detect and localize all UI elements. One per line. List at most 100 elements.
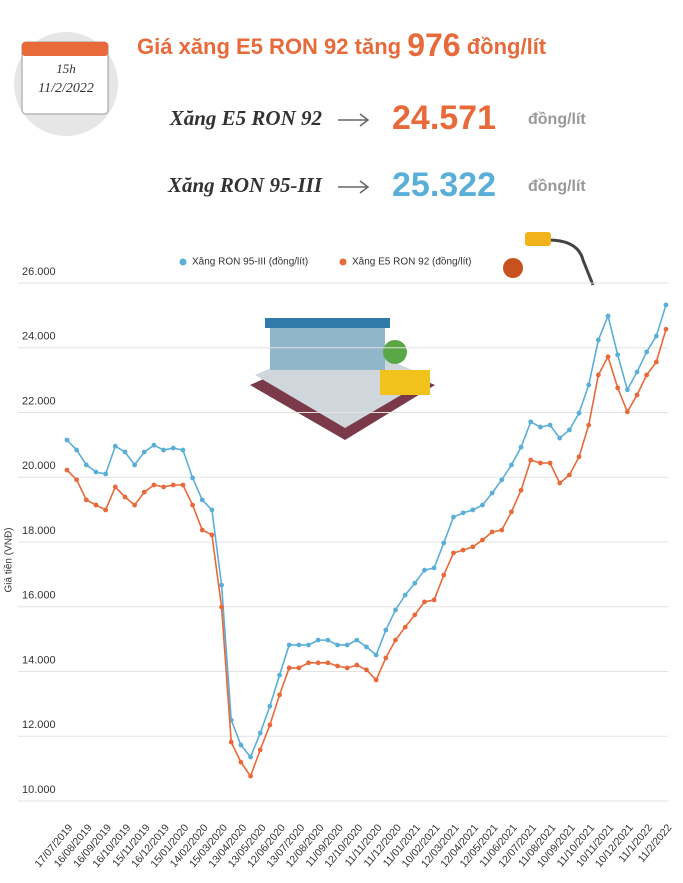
fuel-label: Xăng RON 95-III — [167, 173, 323, 197]
y-tick-label: 14.000 — [22, 654, 56, 666]
data-point — [257, 730, 263, 736]
data-point — [344, 642, 350, 648]
y-tick-label: 26.000 — [22, 266, 56, 278]
title-prefix: Giá xăng E5 RON 92 tăng — [137, 34, 401, 59]
data-point — [499, 527, 505, 533]
y-tick-label: 18.000 — [22, 525, 56, 537]
data-point — [489, 529, 495, 535]
data-point — [509, 509, 514, 515]
data-point — [199, 527, 205, 533]
data-point — [132, 462, 138, 468]
arrow — [338, 113, 370, 127]
data-point — [306, 660, 311, 666]
data-point — [277, 672, 282, 678]
data-point — [644, 372, 650, 378]
fuel-price: 25.322 — [392, 166, 496, 204]
data-point — [335, 642, 340, 648]
data-point — [364, 667, 369, 673]
data-point — [141, 449, 147, 455]
data-point — [180, 482, 186, 488]
data-point — [538, 460, 543, 466]
data-point — [566, 472, 572, 478]
data-point — [209, 507, 215, 513]
data-point — [122, 494, 128, 500]
data-point — [489, 490, 495, 496]
data-point — [373, 677, 379, 683]
data-point — [209, 532, 215, 538]
data-point — [393, 637, 398, 643]
data-point — [595, 337, 601, 343]
y-tick-label: 20.000 — [22, 460, 56, 472]
data-point — [576, 410, 582, 416]
data-point — [431, 565, 437, 571]
legend-label: Xăng RON 95-III (đồng/lít) — [192, 256, 308, 268]
data-point — [161, 484, 167, 490]
data-point — [644, 349, 650, 355]
data-point — [296, 642, 302, 648]
data-point — [653, 359, 659, 365]
data-point — [306, 642, 311, 648]
data-point — [219, 582, 224, 588]
data-point — [151, 442, 157, 448]
data-point — [586, 422, 592, 428]
data-point — [528, 457, 534, 463]
data-point — [74, 477, 80, 483]
data-point — [248, 754, 253, 760]
data-point — [663, 326, 669, 332]
data-point — [344, 665, 350, 671]
data-point — [383, 627, 389, 633]
data-point — [624, 387, 630, 393]
date: 11/2/2022 — [38, 81, 94, 96]
data-point — [460, 510, 466, 516]
time: 15h — [56, 61, 76, 76]
legend-marker — [179, 258, 187, 266]
data-point — [586, 382, 592, 388]
data-point — [325, 637, 331, 643]
y-tick-label: 22.000 — [22, 395, 56, 407]
data-point — [315, 660, 321, 666]
data-point — [441, 572, 447, 578]
data-point — [267, 703, 273, 709]
title-suffix: đồng/lít — [467, 34, 547, 59]
data-point — [422, 567, 427, 573]
data-point — [470, 544, 476, 550]
data-point — [190, 475, 195, 481]
legend-marker — [339, 258, 347, 266]
data-point — [112, 484, 118, 490]
data-point — [74, 447, 80, 453]
data-point — [509, 462, 514, 468]
data-point — [151, 482, 157, 488]
data-point — [499, 477, 505, 483]
nozzle-icon — [503, 232, 595, 286]
data-point — [431, 597, 437, 603]
data-point — [228, 739, 234, 745]
data-point — [393, 607, 398, 613]
title-highlight: 976 — [407, 27, 460, 63]
y-tick-label: 10.000 — [22, 784, 56, 796]
data-point — [402, 624, 408, 630]
fuel-price: 24.571 — [392, 99, 496, 137]
data-point — [412, 612, 418, 618]
data-point — [257, 747, 263, 753]
title: Giá xăng E5 RON 92 tăng 976 đồng/lít — [137, 27, 547, 63]
data-point — [605, 354, 611, 360]
data-point — [122, 449, 128, 455]
data-point — [547, 422, 553, 428]
data-point — [557, 480, 563, 486]
data-point — [64, 467, 70, 473]
legend-label: Xăng E5 RON 92 (đồng/lít) — [352, 256, 472, 268]
data-point — [422, 599, 427, 605]
data-point — [103, 471, 109, 477]
data-point — [653, 333, 659, 339]
data-point — [518, 444, 524, 450]
fuel-label: Xăng E5 RON 92 — [169, 106, 323, 130]
data-point — [373, 652, 379, 658]
data-point — [615, 385, 621, 391]
data-point — [460, 547, 466, 553]
data-point — [248, 773, 253, 779]
data-point — [576, 454, 582, 460]
data-point — [335, 663, 340, 669]
fuel-unit: đồng/lít — [528, 111, 586, 128]
data-point — [180, 447, 186, 453]
